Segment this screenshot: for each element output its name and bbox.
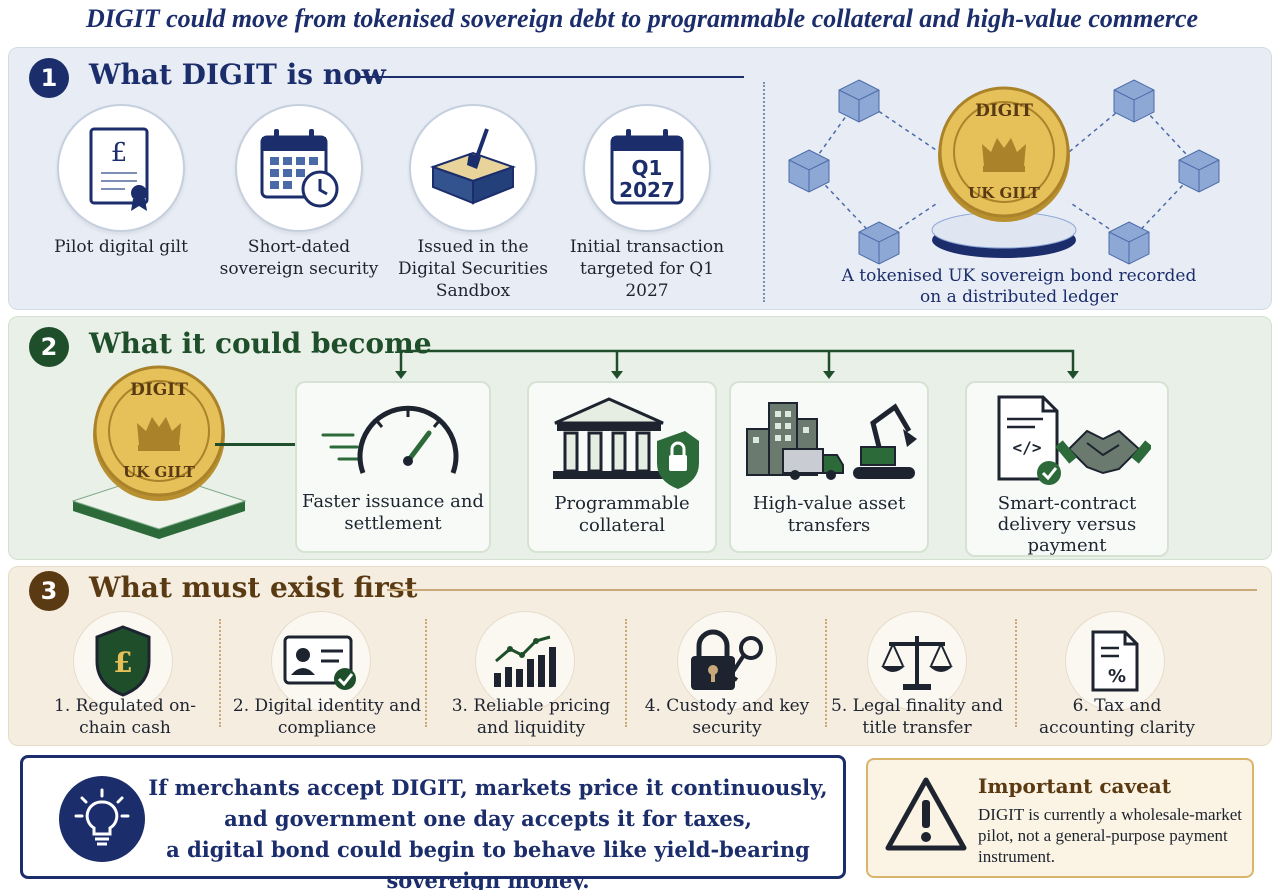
city-truck-excavator-icon xyxy=(746,402,917,480)
section-3-number: 3 xyxy=(29,571,69,611)
card-label: Smart-contract delivery versus payment xyxy=(997,493,1137,556)
coin-top-text: DIGIT xyxy=(975,101,1033,121)
section-3-panel: 3 What must exist first £ 1. Regulated o… xyxy=(8,566,1272,746)
bank-lock-icon xyxy=(553,397,699,489)
item-separator xyxy=(219,619,221,727)
certificate-icon: £ xyxy=(57,104,185,232)
lightbulb-icon xyxy=(59,776,145,862)
item-separator xyxy=(1015,619,1017,727)
svg-text:£: £ xyxy=(113,646,132,679)
pound-shield-icon: £ xyxy=(73,611,173,711)
coin-bottom-text: UK GILT xyxy=(123,463,195,481)
caveat-box: Important caveat DIGIT is currently a wh… xyxy=(866,758,1254,878)
section-1-divider xyxy=(763,82,765,302)
capability-card: Faster issuance and settlement xyxy=(295,381,491,553)
svg-text:</>: </> xyxy=(1013,438,1042,457)
section-2-number: 2 xyxy=(29,327,69,367)
coin-bottom-text: UK GILT xyxy=(968,184,1040,202)
svg-text:£: £ xyxy=(111,138,128,168)
callout-line: and government one day accepts it for ta… xyxy=(224,806,752,831)
section-2-panel: 2 What it could become DIGIT UK GILT xyxy=(8,316,1272,560)
caveat-text: DIGIT is currently a wholesale-market pi… xyxy=(978,805,1243,866)
section-3-title: What must exist first xyxy=(89,571,418,604)
requirement-label: 6. Tax and accounting clarity xyxy=(1039,696,1195,738)
section-2-title: What it could become xyxy=(89,327,432,360)
subtitle: DIGIT could move from tokenised sovereig… xyxy=(85,4,1199,33)
contract-handshake-icon: </> xyxy=(997,395,1151,485)
ledger-node-cubes xyxy=(788,79,1220,265)
speedometer-icon xyxy=(321,405,459,474)
coin-top-text: DIGIT xyxy=(130,380,188,400)
requirement-label: 3. Reliable pricing and liquidity xyxy=(451,696,611,738)
capability-card: High-value asset transfers xyxy=(729,381,929,553)
caveat-title: Important caveat xyxy=(978,774,1171,798)
calendar-q1-icon: Q1 2027 xyxy=(583,104,711,232)
requirement-label: 2. Digital identity and compliance xyxy=(232,696,422,738)
item-separator xyxy=(625,619,627,727)
capability-card: Programmable collateral xyxy=(527,381,717,553)
section-1-number: 1 xyxy=(29,58,69,98)
coin-connector-line xyxy=(215,443,295,446)
calendar-text-year: 2027 xyxy=(619,178,675,202)
card-label: Faster issuance and settlement xyxy=(302,491,484,534)
id-card-check-icon xyxy=(271,611,371,711)
ledger-caption: A tokenised UK sovereign bond recorded o… xyxy=(841,266,1197,307)
calendar-text-q1: Q1 xyxy=(632,156,663,180)
item-label: Initial transaction targeted for Q1 2027 xyxy=(569,237,725,301)
callout-line: a digital bond could begin to behave lik… xyxy=(166,837,810,890)
requirement-label: 4. Custody and key security xyxy=(644,696,810,738)
sandbox-icon xyxy=(409,104,537,232)
callout-line: If merchants accept DIGIT, markets price… xyxy=(148,775,828,800)
item-separator xyxy=(825,619,827,727)
section-1-rule xyxy=(359,76,744,78)
connector-arrows xyxy=(395,349,1079,379)
card-label: Programmable collateral xyxy=(554,493,690,536)
svg-text:%: % xyxy=(1108,666,1126,687)
section-1-title: What DIGIT is now xyxy=(89,58,386,91)
distributed-ledger-graphic: DIGIT UK GILT xyxy=(788,79,1220,265)
key-insight-callout: If merchants accept DIGIT, markets price… xyxy=(20,755,846,890)
calendar-clock-icon xyxy=(235,104,363,232)
requirement-label: 5. Legal finality and title transfer xyxy=(831,696,1003,738)
item-label: Issued in the Digital Securities Sandbox xyxy=(398,237,548,301)
card-label: High-value asset transfers xyxy=(752,493,906,536)
lock-key-icon xyxy=(677,611,777,711)
section-3-rule xyxy=(387,589,1257,591)
item-separator xyxy=(425,619,427,727)
digit-coin-platform: DIGIT UK GILT xyxy=(71,365,247,539)
tax-document-icon: % xyxy=(1065,611,1165,711)
item-label: Short-dated sovereign security xyxy=(219,237,379,279)
bar-chart-icon xyxy=(475,611,575,711)
section-1-panel: 1 What DIGIT is now £ Pilot digital gilt xyxy=(8,47,1272,310)
requirement-label: 1. Regulated on-chain cash xyxy=(54,696,196,738)
callout-text: If merchants accept DIGIT, markets price… xyxy=(143,772,833,890)
scales-icon xyxy=(867,611,967,711)
warning-icon xyxy=(885,777,967,851)
capability-card: </> Smart-contract delivery versus payme… xyxy=(965,381,1169,557)
item-label: Pilot digital gilt xyxy=(54,237,188,257)
